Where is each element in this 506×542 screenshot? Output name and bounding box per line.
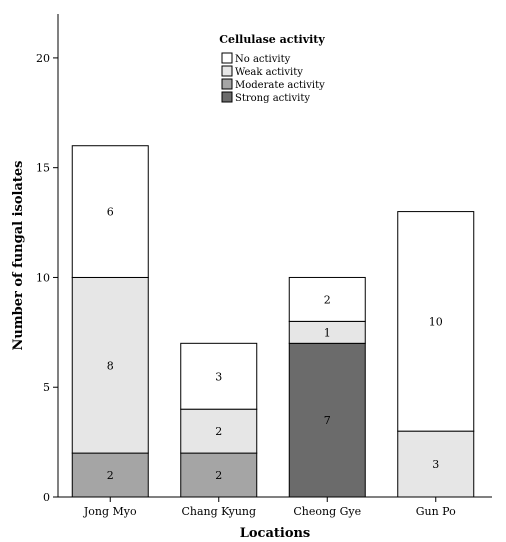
- data-label: 3: [432, 458, 439, 471]
- legend-swatch: [221, 52, 233, 64]
- y-axis-title: Number of fungal isolates: [11, 161, 26, 351]
- data-label: 10: [429, 315, 443, 328]
- data-label: 2: [215, 469, 222, 482]
- data-label: 8: [107, 359, 114, 372]
- bar-segment: [180, 408, 258, 454]
- data-label: 2: [107, 469, 114, 482]
- legend-label: Moderate activity: [235, 80, 325, 91]
- bar-segment: [71, 145, 149, 278]
- bars-group: [71, 145, 475, 498]
- axes-group: 0 5 10 15 20 Jong Myo Chang Kyung Cheong Gye Gu…: [36, 14, 492, 518]
- legend-swatch: [221, 91, 233, 103]
- bar-segment: [180, 452, 258, 498]
- data-labels-group: 2 8 6 2 2 3 7 1 2 3 10: [107, 206, 443, 482]
- x-tick-label: Gun Po: [416, 505, 456, 518]
- x-tick-label: Chang Kyung: [181, 505, 256, 518]
- data-label: 3: [215, 370, 222, 383]
- bar-segment: [71, 452, 149, 498]
- legend: Cellulase activity No activity Weak activ…: [219, 33, 325, 104]
- data-label: 1: [324, 326, 331, 339]
- data-label: 6: [107, 206, 114, 219]
- bar-segment: [288, 276, 366, 322]
- bar-segment: [180, 342, 258, 410]
- x-axis-title: Locations: [240, 526, 311, 541]
- bar-segment: [71, 276, 149, 454]
- data-label: 2: [324, 293, 331, 306]
- legend-swatch: [221, 78, 233, 90]
- legend-label: No activity: [235, 54, 291, 65]
- x-ticks-group: Jong Myo Chang Kyung Cheong Gye Gun Po: [83, 497, 456, 518]
- bar-segment: [397, 430, 475, 498]
- legend-title: Cellulase activity: [219, 33, 325, 46]
- data-label: 2: [215, 425, 222, 438]
- x-tick-label: Cheong Gye: [293, 505, 361, 518]
- y-ticks-group: 0 5 10 15 20: [36, 52, 58, 504]
- data-label: 7: [324, 414, 331, 427]
- legend-label: Weak activity: [235, 67, 303, 78]
- y-tick-label: 0: [43, 491, 50, 504]
- y-tick-label: 10: [36, 271, 50, 284]
- x-tick-label: Jong Myo: [83, 505, 137, 518]
- y-tick-label: 15: [36, 162, 50, 175]
- bar-segment: [397, 211, 475, 432]
- legend-items: No activity Weak activity Moderate activit…: [221, 52, 325, 104]
- legend-swatch: [221, 65, 233, 77]
- legend-label: Strong activity: [235, 93, 310, 104]
- y-tick-label: 20: [36, 52, 50, 65]
- y-tick-label: 5: [43, 381, 50, 394]
